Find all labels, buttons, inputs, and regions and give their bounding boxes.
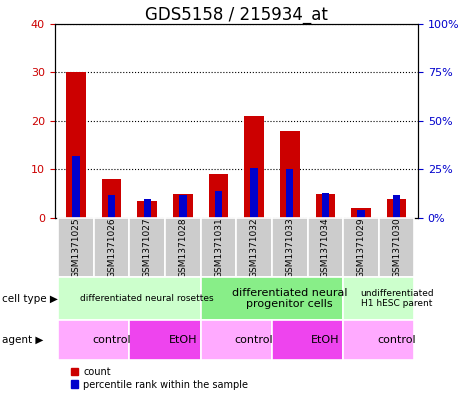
Bar bbox=[129, 320, 200, 360]
Bar bbox=[308, 218, 343, 277]
Text: agent ▶: agent ▶ bbox=[2, 335, 44, 345]
Bar bbox=[179, 195, 187, 218]
Text: control: control bbox=[377, 335, 416, 345]
Bar bbox=[343, 320, 414, 360]
Bar bbox=[315, 194, 335, 218]
Bar bbox=[272, 320, 343, 360]
Legend: count, percentile rank within the sample: count, percentile rank within the sample bbox=[67, 363, 252, 393]
Text: GSM1371032: GSM1371032 bbox=[250, 217, 258, 278]
Bar bbox=[201, 320, 272, 360]
Bar bbox=[393, 195, 400, 218]
Text: control: control bbox=[92, 335, 131, 345]
Bar bbox=[237, 218, 272, 277]
Text: EtOH: EtOH bbox=[169, 335, 197, 345]
Text: GSM1371029: GSM1371029 bbox=[357, 217, 365, 278]
Bar bbox=[129, 218, 165, 277]
Bar bbox=[66, 72, 86, 218]
Text: GSM1371027: GSM1371027 bbox=[143, 217, 152, 278]
Title: GDS5158 / 215934_at: GDS5158 / 215934_at bbox=[145, 6, 328, 24]
Bar bbox=[201, 218, 237, 277]
Bar bbox=[280, 130, 300, 218]
Bar bbox=[351, 208, 371, 218]
Text: control: control bbox=[235, 335, 274, 345]
Text: differentiated neural rosettes: differentiated neural rosettes bbox=[80, 294, 214, 303]
Text: GSM1371025: GSM1371025 bbox=[72, 217, 80, 278]
Text: EtOH: EtOH bbox=[311, 335, 340, 345]
Text: differentiated neural
progenitor cells: differentiated neural progenitor cells bbox=[232, 288, 348, 309]
Text: GSM1371033: GSM1371033 bbox=[285, 217, 294, 278]
Text: GSM1371026: GSM1371026 bbox=[107, 217, 116, 278]
Bar bbox=[286, 169, 294, 218]
Bar bbox=[387, 199, 407, 218]
Bar bbox=[108, 195, 115, 218]
Bar bbox=[379, 218, 414, 277]
Bar bbox=[343, 218, 379, 277]
Bar bbox=[143, 199, 151, 218]
Bar bbox=[137, 201, 157, 218]
Bar bbox=[58, 320, 129, 360]
Text: undifferentiated
H1 hESC parent: undifferentiated H1 hESC parent bbox=[360, 289, 434, 309]
Bar bbox=[102, 179, 122, 218]
Bar bbox=[94, 218, 129, 277]
Bar bbox=[244, 116, 264, 218]
Text: GSM1371030: GSM1371030 bbox=[392, 217, 401, 278]
Text: GSM1371028: GSM1371028 bbox=[179, 217, 187, 278]
Bar bbox=[209, 174, 228, 218]
Bar bbox=[357, 210, 365, 218]
Bar bbox=[58, 218, 94, 277]
Bar bbox=[272, 218, 308, 277]
Bar bbox=[343, 277, 414, 320]
Bar bbox=[165, 218, 200, 277]
Bar bbox=[250, 167, 258, 218]
Bar bbox=[201, 277, 343, 320]
Bar bbox=[58, 277, 201, 320]
Text: cell type ▶: cell type ▶ bbox=[2, 294, 58, 304]
Text: GSM1371034: GSM1371034 bbox=[321, 217, 330, 278]
Bar bbox=[215, 191, 222, 218]
Bar bbox=[173, 194, 193, 218]
Text: GSM1371031: GSM1371031 bbox=[214, 217, 223, 278]
Bar bbox=[322, 193, 329, 218]
Bar bbox=[72, 156, 80, 218]
